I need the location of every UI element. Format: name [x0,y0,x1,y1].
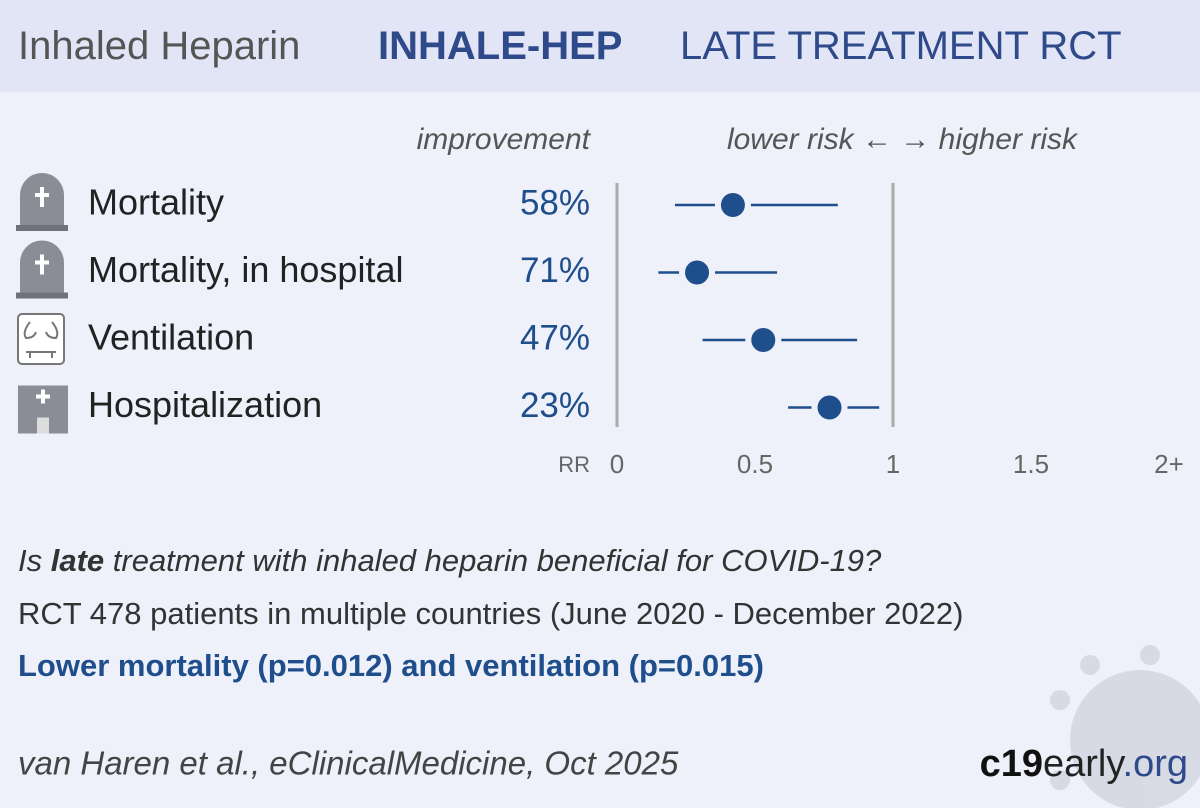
x-tick-label: 0.5 [737,449,773,479]
logo-part: c19 [980,743,1043,785]
improvement-header: improvement [417,123,592,156]
improvement-label: 47% [520,318,590,357]
logo-part: .org [1123,743,1188,785]
x-tick-label: 1.5 [1013,449,1049,479]
title: Inhaled Heparin INHALE-HEP LATE TREATMEN… [18,24,1122,68]
point-estimate [685,260,710,285]
title-drug: Inhaled Heparin [18,24,300,68]
citation: van Haren et al., eClinicalMedicine, Oct… [18,745,679,782]
row-icon [16,240,68,299]
virus-decoration [1050,645,1200,808]
x-tick-label: 1 [886,449,900,479]
details: RCT 478 patients in multiple countries (… [18,596,963,631]
row-icon [18,385,68,434]
direction-label: lower risk ← → higher risk [727,123,1079,156]
row-icon [16,173,68,231]
x-tick-label: 2+ [1154,449,1184,479]
icon-door [37,417,49,434]
icon-tubes [26,351,56,358]
x-axis-label: RR [558,452,590,477]
ventilator-icon [17,313,65,365]
improvement-label: 58% [520,183,590,222]
question-emphasis: late [51,543,104,578]
improvement-label: 71% [520,251,590,290]
point-estimate [751,328,776,352]
question-part: treatment with inhaled heparin beneficia… [104,543,882,578]
logo-part: early [1043,743,1125,785]
question: Is late treatment with inhaled heparin b… [18,543,882,578]
row-label: Ventilation [88,317,254,358]
row-icon [17,313,65,365]
header-band [0,0,1200,92]
point-estimate [720,193,745,217]
icon-cross [35,187,49,207]
improvement-label: 23% [520,386,590,425]
x-tick-label: 0 [610,449,624,479]
icon-cross [36,389,50,404]
row-label: Hospitalization [88,384,322,425]
logo: c19early.org [980,743,1188,785]
row-label: Mortality [88,182,224,223]
point-estimate [817,395,842,420]
icon-base [16,225,68,231]
title-trial: INHALE-HEP [378,24,622,68]
icon-cross [35,254,49,275]
question-part: Is [18,543,51,578]
row-label: Mortality, in hospital [88,249,403,290]
icon-base [16,292,68,299]
title-type: LATE TREATMENT RCT [680,24,1122,68]
icon-lungs [23,321,59,340]
conclusion: Lower mortality (p=0.012) and ventilatio… [18,648,764,683]
